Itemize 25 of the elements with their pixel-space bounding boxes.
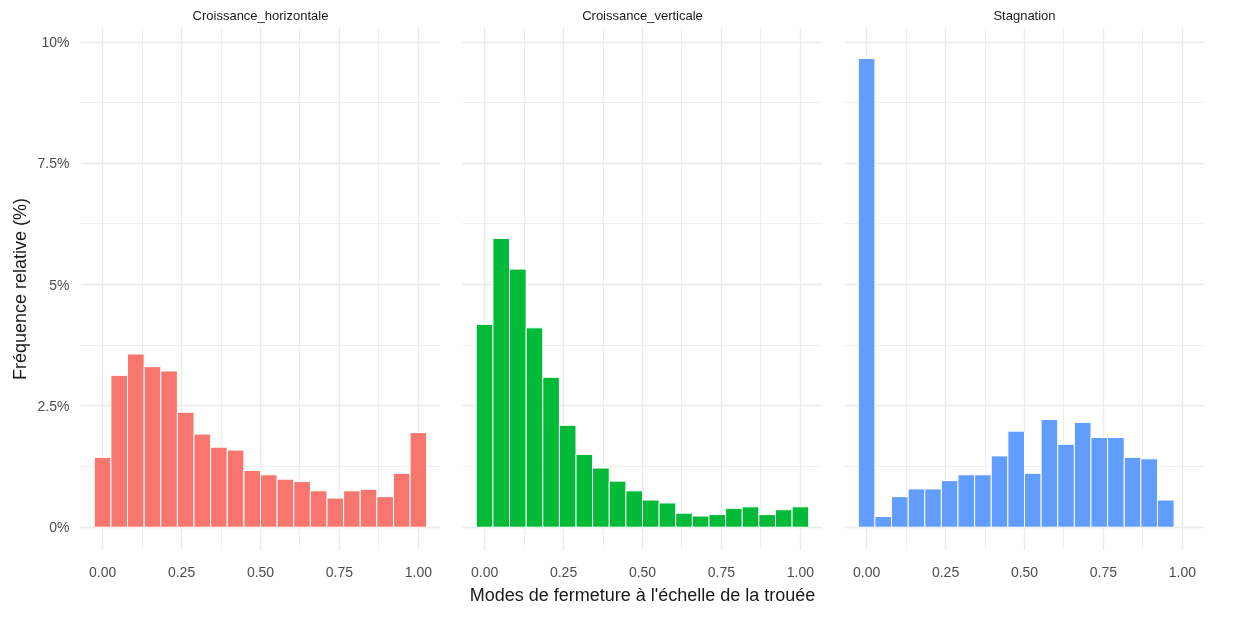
x-tick-label: 0.50: [246, 563, 275, 580]
y-axis-title: Fréquence relative (%): [9, 197, 30, 381]
x-tick-label: 0.50: [1010, 563, 1039, 580]
chart-title: Stagnation: [993, 7, 1056, 23]
x-tick-label: 0.25: [931, 563, 960, 580]
x-tick-label: 0.75: [325, 563, 354, 580]
x-tick-label: 0.75: [1089, 563, 1118, 580]
y-tick-label: 7.5%: [37, 155, 70, 172]
y-tick-label: 10%: [41, 34, 70, 51]
x-tick-label: 0.25: [167, 563, 196, 580]
x-tick-label: 0.50: [628, 563, 657, 580]
y-tick-label: 5%: [49, 276, 70, 293]
x-axis-title: Modes de fermeture à l'échelle de la trouée: [469, 584, 816, 605]
x-tick-label: 1.00: [1168, 563, 1197, 580]
x-tick-label: 1.00: [404, 563, 433, 580]
x-tick-label: 1.00: [786, 563, 815, 580]
chart-title: Croissance_verticale: [582, 7, 703, 23]
x-tick-label: 0.00: [470, 563, 499, 580]
chart-title: Croissance_horizontale: [192, 7, 329, 23]
x-tick-label: 0.25: [549, 563, 578, 580]
y-tick-label: 2.5%: [37, 397, 70, 414]
y-tick-label: 0%: [49, 519, 70, 536]
x-tick-label: 0.75: [707, 563, 736, 580]
x-tick-label: 0.00: [88, 563, 117, 580]
x-tick-label: 0.00: [852, 563, 881, 580]
